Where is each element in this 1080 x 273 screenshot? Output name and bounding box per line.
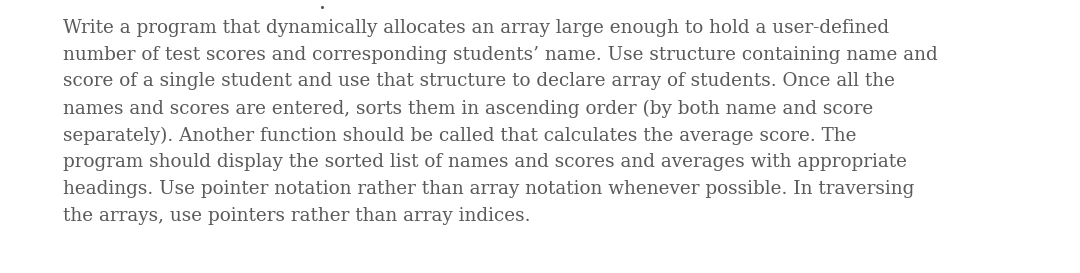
Text: Write a program that dynamically allocates an array large enough to hold a user-: Write a program that dynamically allocat…: [63, 19, 937, 225]
